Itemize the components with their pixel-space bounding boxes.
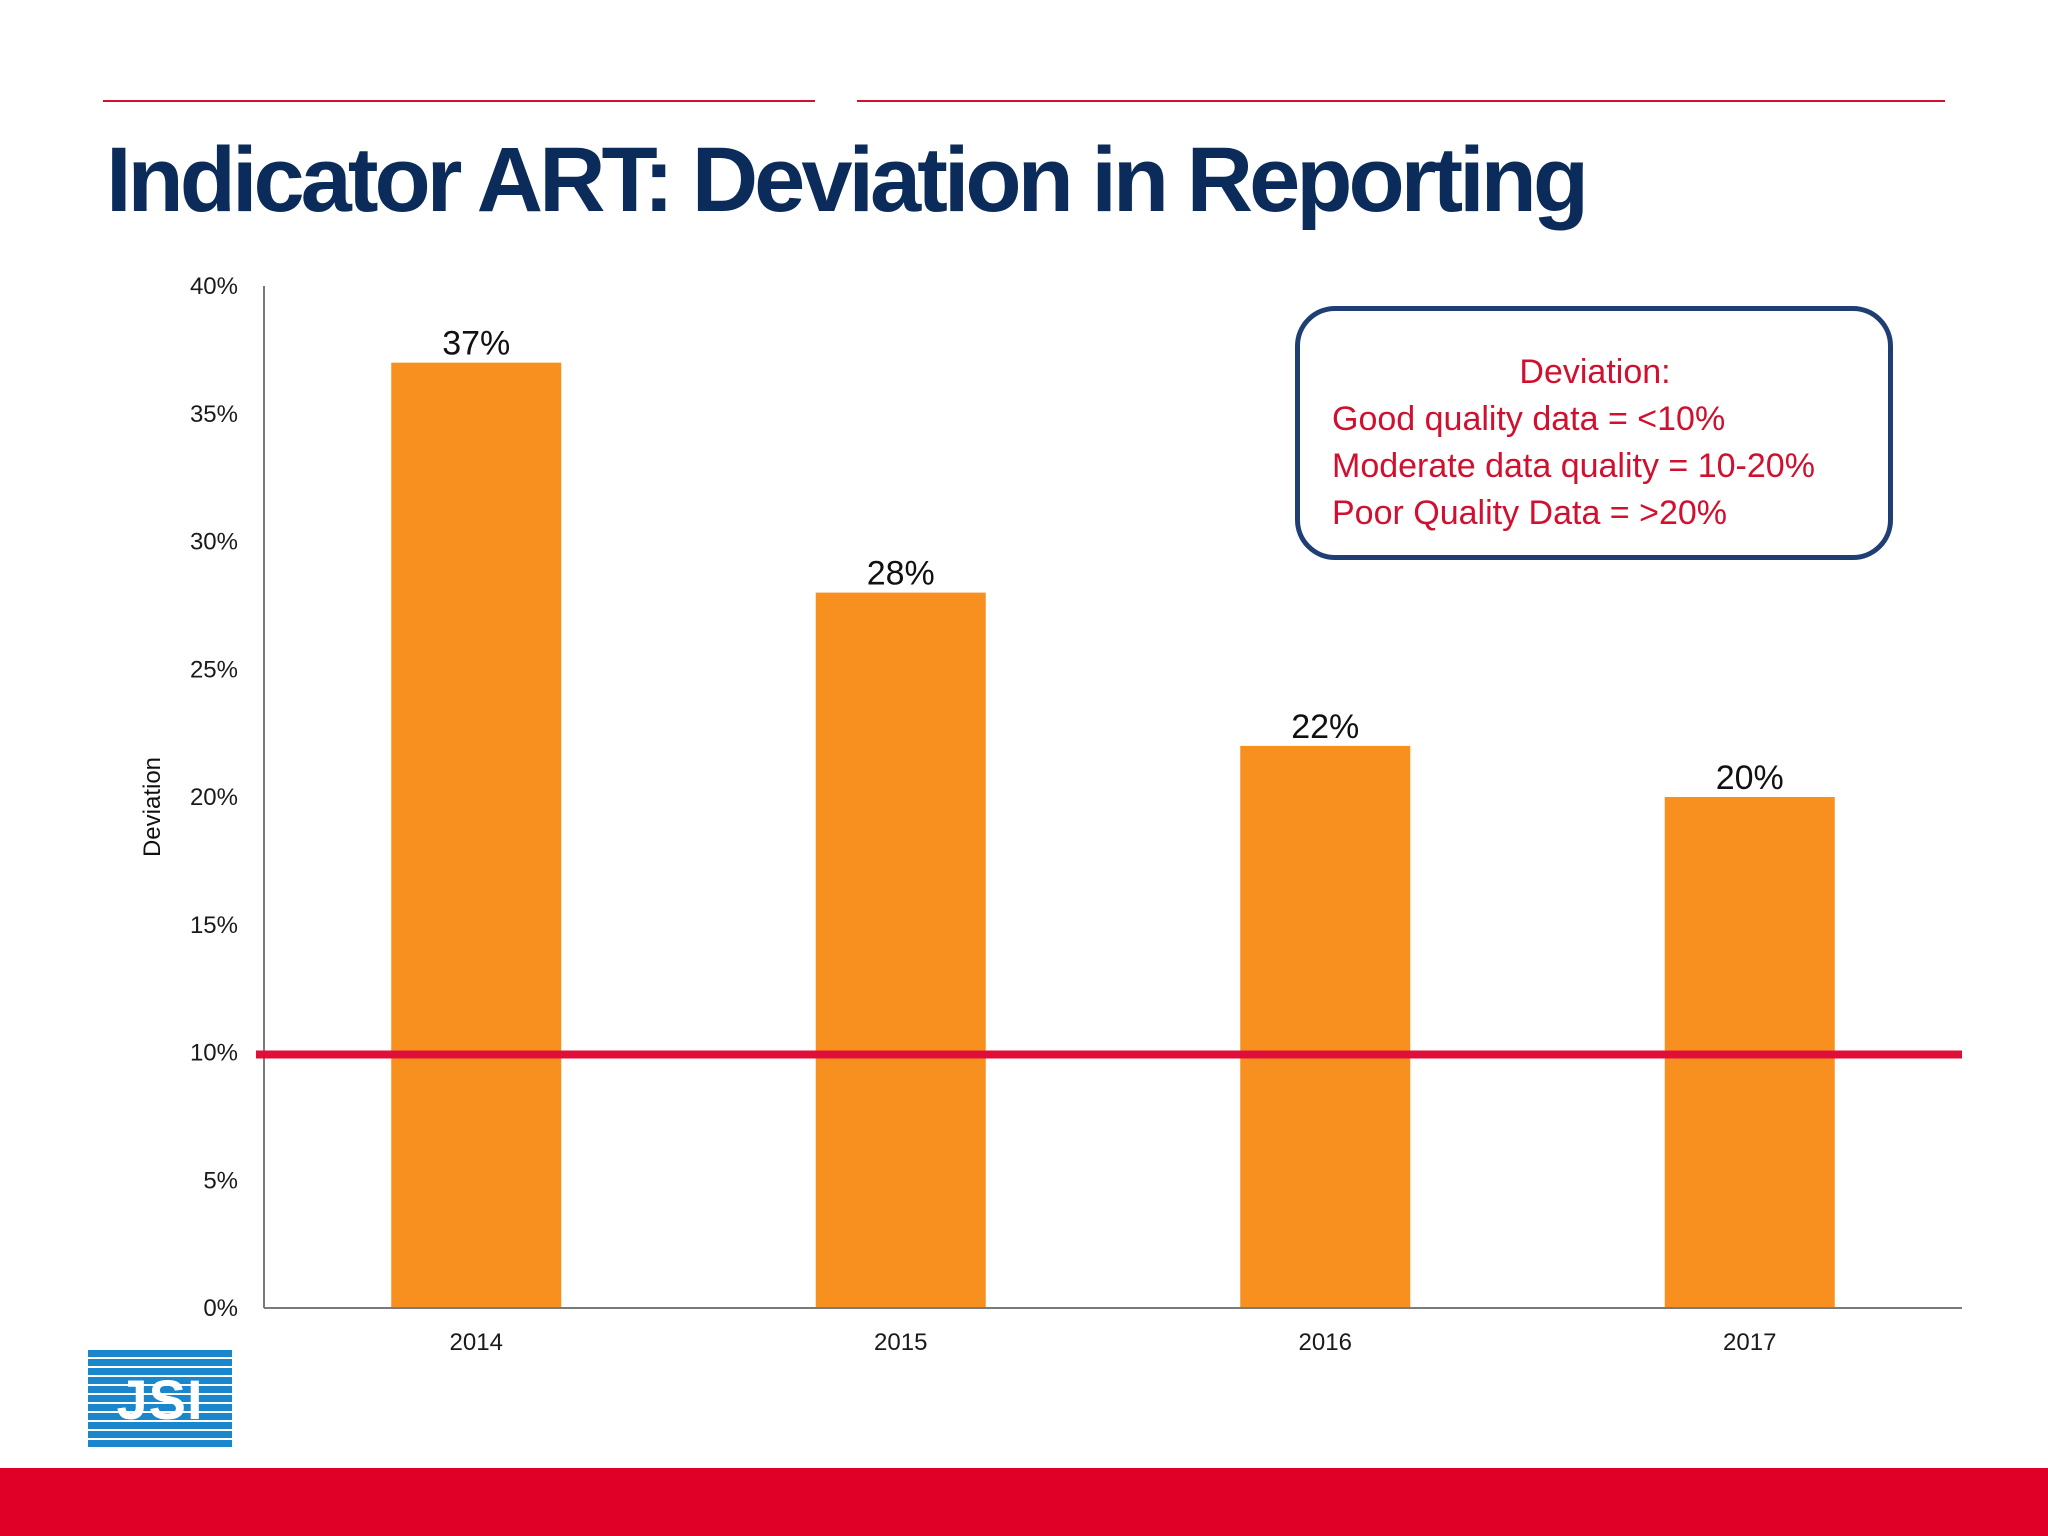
y-tick-label: 10% [190,1040,238,1067]
bars [391,362,1835,1308]
y-tick-label: 25% [190,656,238,683]
x-tick-label: 2014 [450,1329,503,1356]
legend-line-poor: Poor Quality Data = >20% [1332,494,1728,532]
x-tick-label: 2017 [1723,1329,1776,1356]
y-tick-label: 40% [190,273,238,300]
y-axis-ticks: 0% 5% 10% 15% 20% 25% 30% 35% 40% [190,273,238,1322]
jsi-logo: JSI [88,1350,232,1448]
y-tick-label: 15% [190,912,238,939]
y-tick-label: 35% [190,401,238,428]
top-rule-left [103,100,815,102]
legend-title: Deviation: [1519,353,1671,391]
x-tick-label: 2015 [874,1329,927,1356]
top-rule-right [857,100,1945,102]
deviation-legend-box: Deviation: Good quality data = <10% Mode… [1295,306,1893,560]
x-tick-label: 2016 [1299,1329,1352,1356]
legend-line-good: Good quality data = <10% [1332,400,1726,438]
data-label-2015: 28% [867,555,935,593]
y-tick-label: 30% [190,529,238,556]
legend-line-moderate: Moderate data quality = 10-20% [1332,447,1815,485]
slide-title: Indicator ART: Deviation in Reporting [106,129,1589,231]
bottom-band [0,1468,2048,1536]
data-labels: 37% 28% 22% 20% [442,325,1784,797]
y-tick-label: 0% [203,1295,238,1322]
data-label-2014: 37% [442,325,510,363]
y-tick-label: 20% [190,784,238,811]
bar-chart: 0% 5% 10% 15% 20% 25% 30% 35% 40% 37% 28% 22% 20% 2… [139,273,1962,1356]
y-tick-label: 5% [203,1167,238,1194]
bar-2015 [815,592,986,1308]
y-axis-title: Deviation [139,757,166,857]
x-axis-ticks: 2014 2015 2016 2017 [450,1329,1777,1356]
data-label-2017: 20% [1716,759,1784,797]
jsi-logo-text: JSI [116,1367,204,1431]
bar-2016 [1240,745,1411,1308]
bar-2014 [391,362,562,1308]
data-label-2016: 22% [1291,708,1359,746]
